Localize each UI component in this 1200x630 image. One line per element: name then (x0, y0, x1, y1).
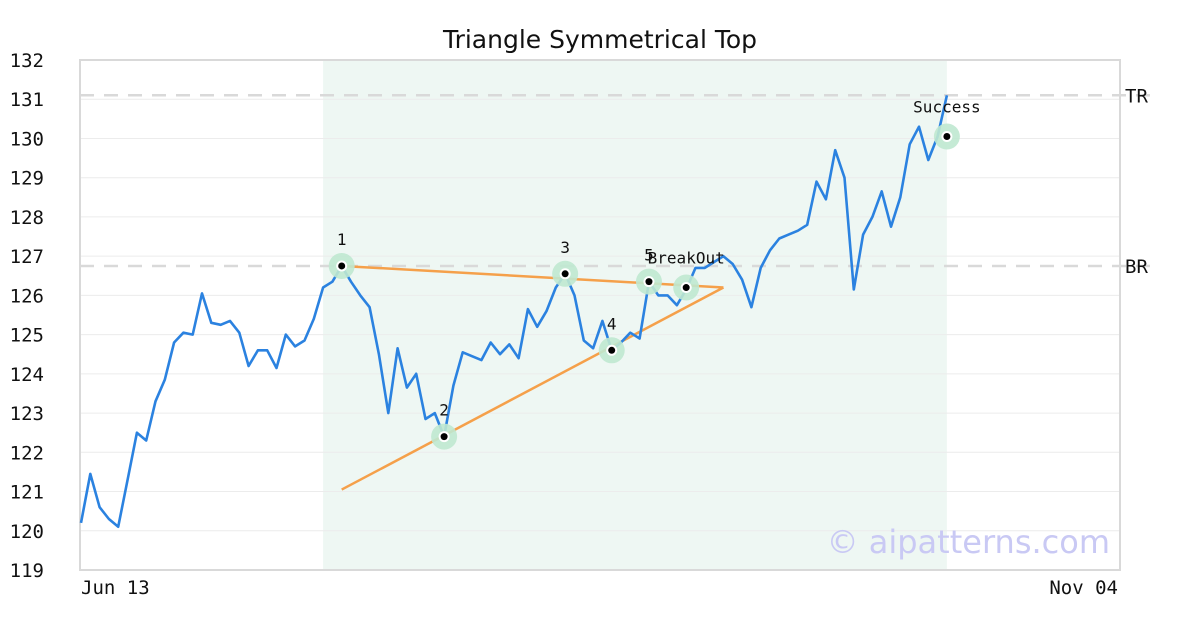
x-tick-label: Jun 13 (81, 577, 150, 599)
y-tick-label: 122 (10, 442, 44, 464)
level-label: BR (1125, 256, 1148, 278)
y-tick-label: 124 (10, 364, 44, 386)
y-tick-label: 129 (10, 168, 44, 190)
point-label: 5 (644, 246, 654, 265)
point-dot (338, 262, 346, 270)
point-label: 2 (439, 401, 449, 420)
y-tick-label: 125 (10, 325, 44, 347)
point-dot (943, 133, 951, 140)
y-tick-label: 127 (10, 246, 44, 268)
y-tick-label: 132 (10, 50, 44, 72)
y-tick-label: 126 (10, 285, 44, 307)
point-dot (440, 433, 448, 441)
plot-frame (79, 59, 1121, 571)
watermark: © aipatterns.com (827, 523, 1110, 561)
point-label: Success (913, 98, 980, 117)
level-lines: TR BR (80, 85, 1150, 278)
y-tick-label: 119 (10, 560, 44, 582)
point-label: 1 (337, 230, 347, 249)
price-line (79, 95, 949, 529)
y-tick-label: 128 (10, 207, 44, 229)
point-label: 4 (607, 314, 617, 333)
y-axis: 119 120 121 122 123 124 125 126 127 128 129 130 131 1… (10, 50, 44, 582)
y-tick-label: 131 (10, 89, 44, 111)
point-dot (682, 284, 690, 292)
y-tick-label: 123 (10, 403, 44, 425)
y-tick-label: 121 (10, 482, 44, 504)
point-label: 3 (560, 238, 570, 257)
y-tick-label: 130 (10, 128, 44, 150)
pattern-zone (323, 60, 947, 570)
level-label: TR (1125, 85, 1148, 107)
x-axis: Jun 13 Nov 04 (81, 577, 1118, 599)
point-dot (561, 270, 569, 278)
y-tick-label: 120 (10, 521, 44, 543)
x-tick-label: Nov 04 (1049, 577, 1118, 599)
point-label: BreakOut (648, 249, 725, 268)
point-dot (645, 278, 653, 286)
point-dot (608, 346, 616, 354)
chart-title: Triangle Symmetrical Top (442, 25, 757, 54)
trendline (341, 286, 725, 491)
